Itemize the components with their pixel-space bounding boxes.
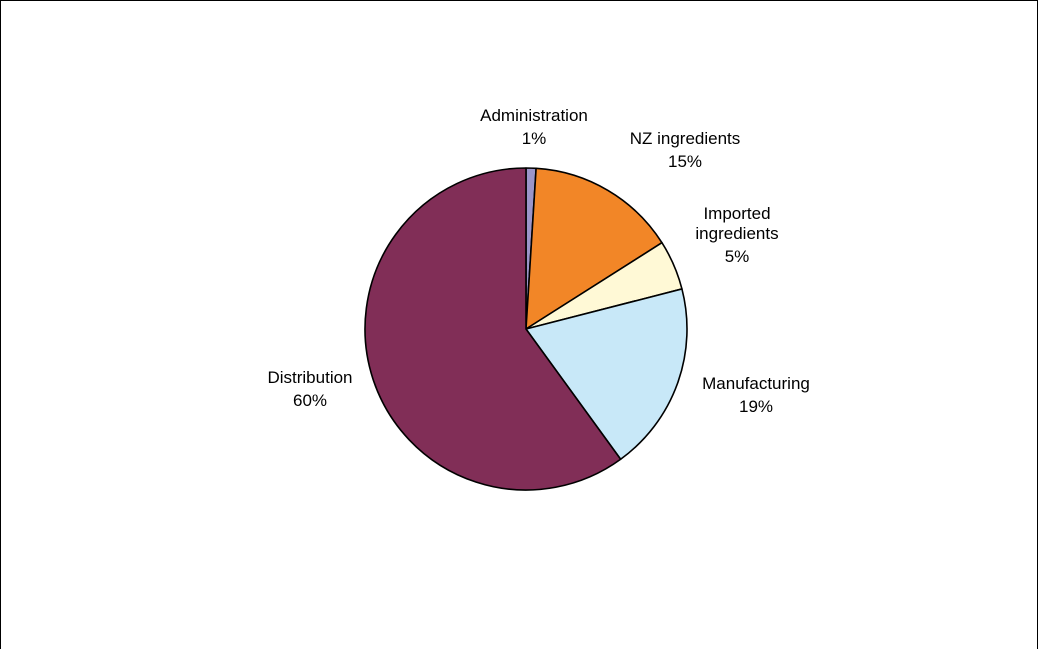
slice-label-value: 60%: [293, 391, 327, 410]
pie-slices: [364, 167, 688, 491]
slice-label-value: 15%: [668, 152, 702, 171]
slice-label-manufacturing: Manufacturing 19%: [702, 374, 810, 416]
slice-label-name: Imported: [703, 204, 770, 223]
slice-label-name: Administration: [480, 106, 588, 125]
slice-label-imported-ingredients: Imported ingredients 5%: [695, 204, 778, 266]
slice-labels: Administration 1% NZ ingredients 15% Importe…: [267, 106, 809, 416]
slice-label-distribution: Distribution 60%: [267, 368, 352, 410]
slice-label-value: 5%: [725, 247, 750, 266]
slice-label-value: 19%: [739, 397, 773, 416]
slice-label-name: Distribution: [267, 368, 352, 387]
slice-label-value: 1%: [522, 129, 547, 148]
pie-slice-nz-ingredients: [525, 167, 663, 330]
pie-slice-distribution: [364, 167, 622, 491]
pie-slice-manufacturing: [525, 288, 688, 461]
slice-label-name: ingredients: [695, 224, 778, 243]
slice-label-administration: Administration 1%: [480, 106, 588, 148]
slice-label-name: NZ ingredients: [630, 129, 741, 148]
slice-label-name: Manufacturing: [702, 374, 810, 393]
slice-label-nz-ingredients: NZ ingredients 15%: [630, 129, 741, 171]
